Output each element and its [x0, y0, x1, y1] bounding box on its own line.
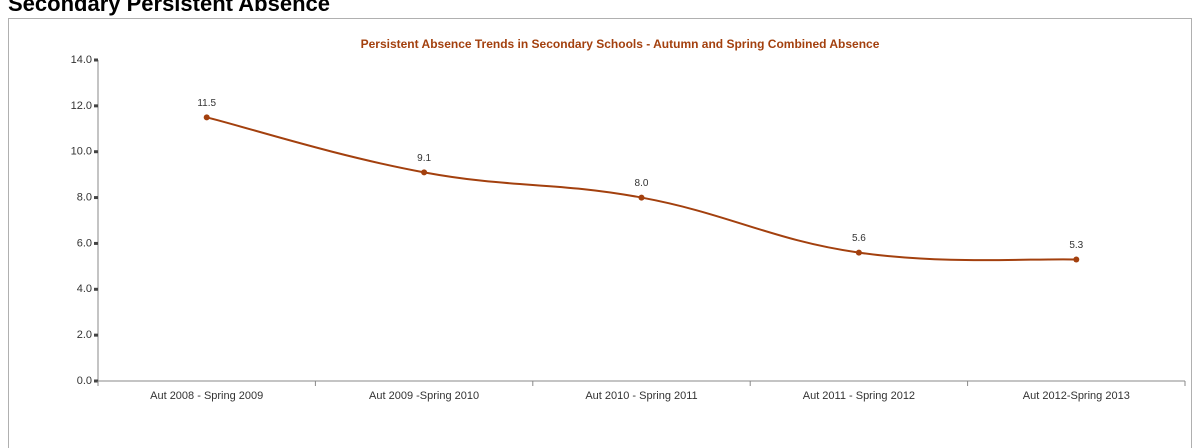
x-tick-label: Aut 2012-Spring 2013	[1023, 390, 1130, 402]
y-tick-label: 6.0	[77, 237, 92, 249]
chart-title: Persistent Absence Trends in Secondary S…	[361, 37, 880, 51]
data-label: 9.1	[417, 153, 431, 164]
point	[855, 249, 862, 256]
point	[203, 114, 210, 121]
y-tick-label: 0.0	[77, 375, 92, 387]
point	[421, 169, 428, 176]
y-tick-label: 14.0	[71, 54, 92, 66]
point	[1073, 256, 1080, 263]
x-tick-label: Aut 2009 -Spring 2010	[369, 390, 479, 402]
y-tick-label: 2.0	[77, 329, 92, 341]
x-tick-label: Aut 2010 - Spring 2011	[585, 390, 697, 402]
y-tick-label: 10.0	[71, 146, 92, 158]
chart: Persistent Absence Trends in Secondary S…	[71, 37, 1186, 402]
data-label: 5.3	[1069, 240, 1083, 251]
page-heading: Secondary Persistent Absence	[8, 0, 330, 16]
data-label: 8.0	[635, 178, 649, 189]
data-label: 11.5	[197, 98, 216, 109]
y-tick-label: 8.0	[77, 191, 92, 203]
x-tick-label: Aut 2011 - Spring 2012	[803, 390, 915, 402]
y-tick-label: 12.0	[71, 100, 92, 112]
point	[638, 194, 645, 201]
page: Secondary Persistent Absence Persistent …	[8, 0, 1192, 448]
data-label: 5.6	[852, 233, 866, 244]
x-tick-label: Aut 2008 - Spring 2009	[150, 390, 263, 402]
y-tick-label: 4.0	[77, 283, 92, 295]
chart-frame	[8, 18, 1192, 448]
